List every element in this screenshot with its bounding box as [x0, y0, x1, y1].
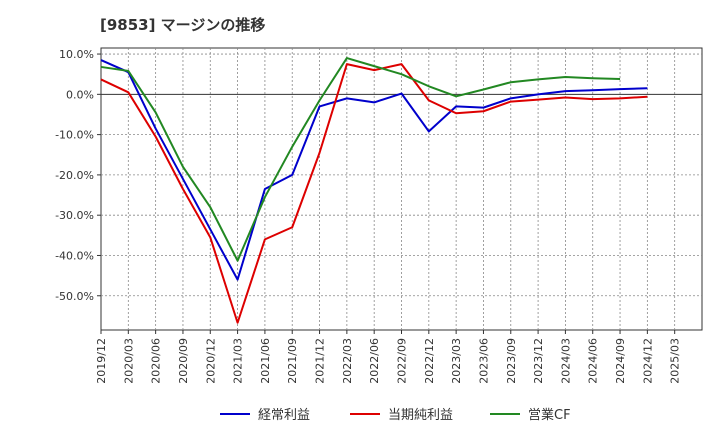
x-tick-label: 2024/06 [587, 338, 600, 384]
x-tick-label: 2021/03 [232, 338, 245, 384]
x-tick-label: 2023/06 [477, 338, 490, 384]
legend-label: 経常利益 [258, 408, 310, 423]
x-tick-label: 2021/12 [314, 338, 327, 384]
x-tick-label: 2024/09 [614, 338, 627, 384]
x-tick-label: 2023/03 [450, 338, 463, 384]
legend-label: 営業CF [528, 407, 571, 423]
x-tick-label: 2023/09 [505, 338, 518, 384]
y-tick-label: 0.0% [66, 88, 94, 101]
y-tick-label: -10.0% [55, 129, 94, 142]
y-tick-label: -50.0% [55, 290, 94, 303]
series-line-1 [100, 59, 648, 281]
y-tick-label: 10.0% [59, 48, 94, 61]
y-tick-label: -20.0% [55, 169, 94, 182]
x-tick-label: 2019/12 [95, 338, 108, 384]
chart-title: [9853] マージンの推移 [100, 16, 265, 34]
x-tick-label: 2024/12 [641, 338, 654, 384]
x-axis: 2019/12 2020/03 2020/06 2020/09 2020/12 2021/… [95, 330, 682, 384]
series-line-3 [100, 57, 621, 262]
y-tick-label: -40.0% [55, 249, 94, 262]
x-tick-label: 2020/09 [177, 338, 190, 384]
y-tick-label: -30.0% [55, 209, 94, 222]
series-line-2 [100, 63, 648, 324]
x-tick-label: 2022/09 [396, 338, 409, 384]
x-tick-label: 2025/03 [669, 338, 682, 384]
x-tick-label: 2020/03 [122, 338, 135, 384]
legend: 経常利益 当期純利益 営業CF [220, 407, 571, 423]
x-tick-label: 2020/12 [204, 338, 217, 384]
x-tick-label: 2021/09 [286, 338, 299, 384]
x-tick-label: 2022/03 [341, 338, 354, 384]
x-tick-label: 2022/06 [368, 338, 381, 384]
x-tick-label: 2023/12 [532, 338, 545, 384]
y-axis: 10.0% 0.0% -10.0% -20.0% -30.0% -40.0% -50.0% [55, 48, 101, 303]
x-tick-label: 2022/12 [423, 338, 436, 384]
legend-label: 当期純利益 [388, 408, 453, 423]
x-tick-label: 2020/06 [150, 338, 163, 384]
x-tick-label: 2024/03 [559, 338, 572, 384]
series-layer [100, 57, 648, 324]
x-tick-label: 2021/06 [259, 338, 272, 384]
